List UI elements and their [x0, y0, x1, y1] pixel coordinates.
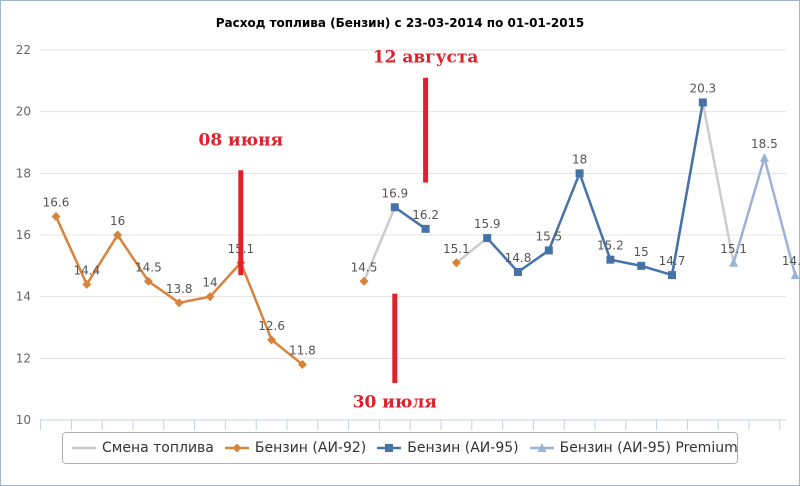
square-marker — [668, 271, 676, 280]
annotation-label: 08 июня — [198, 131, 283, 151]
series-line-2 — [394, 102, 705, 277]
diamond-marker — [113, 230, 123, 240]
legend-label: Смена топлива — [102, 440, 214, 456]
legend-label: Бензин (АИ-92) — [254, 440, 367, 456]
annotation-label: 12 августа — [373, 47, 479, 67]
data-label: 14 — [202, 276, 217, 290]
square-marker — [575, 169, 584, 178]
annotation-label: 30 июля — [353, 393, 437, 413]
diamond-marker — [267, 335, 277, 345]
square-marker — [637, 261, 646, 270]
y-tick-label: 10 — [16, 413, 31, 427]
data-label: 16.6 — [43, 196, 70, 210]
diamond-marker — [232, 443, 242, 453]
diamond-marker — [297, 360, 307, 369]
data-label: 15.1 — [720, 242, 747, 256]
data-label: 14.8 — [505, 251, 532, 265]
legend-swatch — [72, 446, 96, 450]
legend-swatch — [377, 444, 402, 452]
data-label: 14.4 — [73, 263, 100, 277]
data-label: 14.5 — [351, 260, 378, 274]
annotation-bar — [423, 77, 429, 183]
square-marker — [514, 268, 522, 276]
diamond-marker — [359, 276, 369, 286]
legend-item[interactable]: Смена топлива — [71, 440, 214, 456]
data-label: 20.3 — [689, 81, 716, 95]
data-label: 16.9 — [381, 186, 408, 200]
data-label: 15.9 — [474, 217, 501, 231]
square-marker — [421, 224, 430, 233]
data-label: 16.2 — [412, 208, 439, 222]
diamond-marker — [143, 276, 153, 286]
square-marker — [606, 255, 615, 264]
annotations: 08 июня 12 августа 30 июля — [198, 47, 478, 412]
y-axis: 10 12 14 16 18 20 22 — [16, 43, 31, 427]
data-label: 18 — [572, 152, 587, 166]
data-labels: 16.6 14.4 16 14.5 13.8 14 15.1 12.6 11.8 14.5 15.1… — [43, 81, 800, 357]
data-label: 18.5 — [751, 137, 778, 151]
diamond-marker — [174, 298, 184, 308]
legend-swatch — [224, 443, 249, 453]
square-marker — [544, 246, 553, 255]
diamond-marker — [205, 292, 215, 302]
data-label: 15 — [634, 245, 649, 259]
data-label: 15.2 — [597, 239, 624, 253]
square-marker — [390, 203, 399, 212]
square-marker — [483, 234, 492, 243]
data-label: 14.7 — [659, 254, 686, 268]
data-label: 13.8 — [166, 282, 193, 296]
y-tick-label: 14 — [16, 290, 31, 304]
legend-label: Бензин (АИ-95) Premium — [559, 440, 738, 456]
legend-item[interactable]: Бензин (АИ-95) — [376, 440, 519, 456]
legend-item[interactable]: Бензин (АИ-95) Premium — [529, 440, 738, 456]
chart-title: Расход топлива (Бензин) с 23-03-2014 по … — [216, 16, 585, 30]
y-tick-label: 20 — [16, 105, 31, 119]
annotation-bar — [392, 293, 398, 383]
triangle-marker — [790, 270, 800, 280]
triangle-marker — [537, 443, 547, 452]
triangle-marker — [759, 152, 769, 162]
y-tick-label: 22 — [16, 43, 31, 57]
data-label: 12.6 — [258, 319, 285, 333]
data-label: 15.5 — [535, 229, 562, 243]
legend-swatch — [529, 443, 554, 452]
square-marker — [698, 98, 707, 107]
data-label: 16 — [110, 214, 125, 228]
triangle-marker — [729, 257, 739, 267]
y-tick-label: 18 — [16, 166, 31, 180]
y-tick-label: 12 — [16, 351, 31, 365]
gridlines — [40, 49, 786, 421]
diamond-marker — [51, 212, 61, 221]
legend: Смена топлива Бензин (АИ-92) Бензин (АИ-95… — [62, 432, 738, 464]
x-axis — [40, 419, 786, 430]
data-label: 15.1 — [443, 242, 470, 256]
data-label: 14.7 — [782, 254, 800, 268]
data-label: 11.8 — [289, 344, 316, 358]
diamond-marker — [451, 258, 461, 268]
data-label: 14.5 — [135, 260, 162, 274]
legend-item[interactable]: Бензин (АИ-92) — [224, 440, 366, 456]
annotation-bar — [238, 170, 244, 276]
diamond-marker — [82, 279, 92, 289]
series-layer — [51, 98, 800, 369]
square-marker — [385, 444, 394, 452]
y-tick-label: 16 — [16, 228, 31, 242]
legend-label: Бензин (АИ-95) — [407, 440, 519, 456]
